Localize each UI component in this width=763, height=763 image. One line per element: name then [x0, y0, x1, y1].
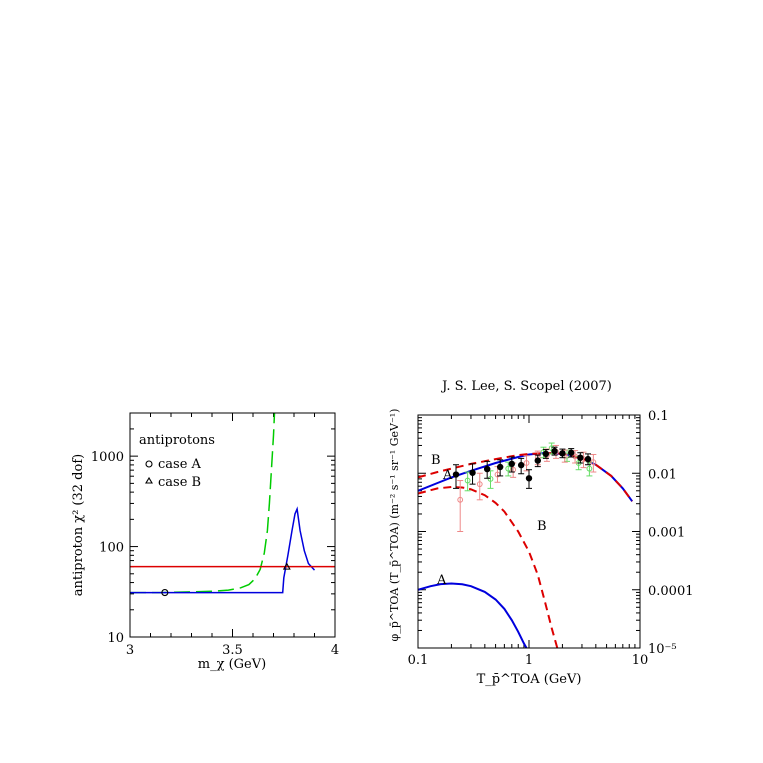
data-point — [464, 471, 471, 492]
data-point — [542, 449, 550, 459]
curve-label-a-upper: A — [442, 468, 453, 483]
data-point — [523, 455, 530, 472]
case-a-marker — [161, 589, 169, 597]
case-b-marker — [282, 562, 291, 570]
right-y-tick-label: 10⁻⁵ — [648, 642, 677, 657]
right-data-points — [452, 442, 597, 532]
data-point — [559, 448, 566, 459]
data-point — [508, 456, 516, 473]
left-y-axis-label: antiproton χ² (32 dof) — [71, 454, 86, 596]
curve-label-b-lower: B — [537, 519, 547, 534]
open-point — [590, 459, 597, 466]
left-y-tick-label: 100 — [99, 541, 124, 556]
right-x-tick-label: 1 — [525, 653, 533, 668]
data-point — [476, 472, 483, 501]
data-point — [496, 459, 504, 477]
left-legend-title: antiprotons — [139, 433, 215, 448]
left-legend: antiprotons case A case B — [139, 433, 215, 490]
filled-point — [559, 450, 566, 457]
right-y-tick-label: 0.1 — [648, 409, 669, 424]
data-point — [590, 453, 597, 473]
left-plot-frame — [129, 412, 336, 638]
filled-point — [551, 447, 558, 455]
left-x-tick-label: 3.5 — [222, 643, 243, 658]
filled-point — [469, 469, 476, 476]
filled-point — [568, 449, 575, 456]
open-point — [523, 460, 530, 466]
filled-point — [542, 450, 550, 458]
citation-header: J. S. Lee, S. Scopel (2007) — [440, 379, 612, 394]
right-y-axis-label: φ_p̄^TOA (T_p̄^TOA) (m⁻² s⁻¹ sr⁻¹ GeV⁻¹) — [388, 409, 401, 642]
right-axis-ticks — [417, 415, 640, 649]
right-x-tick-label: 0.1 — [408, 653, 429, 668]
data-point — [584, 453, 592, 466]
filled-point — [452, 471, 460, 478]
right-x-axis-label: T_p̄^TOA (GeV) — [477, 672, 582, 687]
open-point — [464, 477, 471, 484]
left-x-axis-label: m_χ (GeV) — [198, 657, 266, 672]
left-series-line-0 — [130, 413, 276, 594]
data-point — [568, 448, 575, 458]
data-point — [577, 452, 584, 464]
right-y-tick-label: 0.0001 — [648, 584, 694, 599]
legend-circle-icon — [145, 460, 153, 468]
left-markers-group — [161, 562, 291, 597]
left-y-tick-label: 1000 — [91, 450, 124, 465]
left-legend-case-a: case A — [158, 457, 202, 472]
data-point — [452, 464, 460, 489]
filled-point — [577, 454, 584, 461]
filled-point — [496, 463, 504, 471]
data-point — [534, 454, 541, 468]
legend-triangle-icon — [145, 476, 153, 484]
data-point — [487, 470, 494, 489]
right-plot-frame — [417, 414, 641, 649]
right-series-line-1 — [418, 452, 634, 502]
right-series-line-3 — [418, 582, 528, 648]
left-y-tick-label: 10 — [107, 631, 124, 646]
data-point — [483, 460, 491, 479]
filled-point — [508, 460, 516, 468]
data-point — [517, 457, 525, 475]
left-series-group — [130, 413, 335, 594]
filled-point — [517, 461, 525, 469]
open-point — [457, 496, 464, 503]
filled-point — [584, 455, 592, 463]
data-point — [469, 463, 476, 485]
data-point — [457, 480, 464, 532]
data-point — [551, 446, 558, 456]
right-series-line-2 — [418, 485, 559, 648]
open-point — [476, 481, 483, 488]
data-point — [525, 469, 533, 489]
curve-label-a-lower: A — [436, 573, 447, 588]
left-x-tick-label: 4 — [331, 643, 339, 658]
filled-point — [534, 457, 541, 464]
filled-point — [525, 475, 533, 482]
left-series-line-1 — [130, 506, 316, 594]
right-y-tick-label: 0.01 — [648, 467, 677, 482]
curve-label-b-upper: B — [431, 453, 441, 468]
open-point — [586, 465, 593, 472]
left-x-tick-label: 3 — [126, 643, 134, 658]
right-y-tick-label: 0.001 — [648, 526, 685, 541]
left-chart-panel: 3 3.5 4 10 100 1000 m_χ (GeV) antiproton χ² (… — [71, 412, 339, 672]
left-legend-case-b: case B — [158, 475, 201, 490]
open-point — [487, 475, 494, 482]
right-x-tick-label: 10 — [632, 653, 649, 668]
left-tick-labels: 3 3.5 4 10 100 1000 — [91, 450, 339, 658]
filled-point — [483, 465, 491, 473]
